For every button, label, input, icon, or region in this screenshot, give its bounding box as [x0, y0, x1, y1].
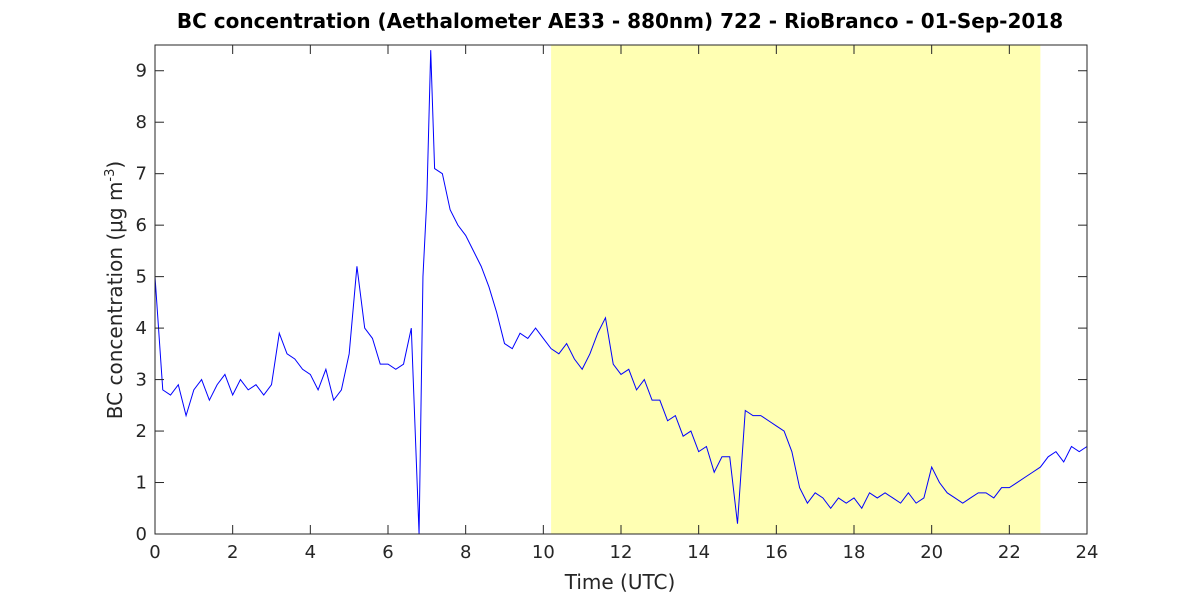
x-tick-label: 6 — [382, 542, 393, 563]
x-tick-label: 18 — [843, 542, 866, 563]
y-axis-label: BC concentration (μg m-3) — [103, 161, 127, 419]
y-tick-label: 0 — [136, 524, 147, 545]
y-tick-label: 9 — [136, 61, 147, 82]
x-tick-label: 16 — [765, 542, 788, 563]
x-axis-label: Time (UTC) — [564, 570, 676, 594]
data-line — [154, 50, 1088, 535]
y-tick-label: 1 — [136, 473, 147, 494]
x-tick-label: 14 — [687, 542, 710, 563]
x-tick-label: 0 — [149, 542, 160, 563]
y-tick-label: 5 — [136, 267, 147, 288]
y-tick-label: 6 — [136, 215, 147, 236]
x-tick-label: 8 — [460, 542, 471, 563]
x-tick-label: 22 — [998, 542, 1021, 563]
x-tick-label: 2 — [227, 542, 238, 563]
y-label-main: BC concentration (μg m — [103, 182, 127, 420]
y-label-sup: -3 — [103, 169, 118, 182]
x-tick-label: 12 — [610, 542, 633, 563]
y-label-end: ) — [103, 161, 127, 169]
x-tick-label: 10 — [532, 542, 555, 563]
x-tick-label: 24 — [1076, 542, 1099, 563]
y-tick-label: 3 — [136, 370, 147, 391]
y-tick-label: 8 — [136, 112, 147, 133]
x-tick-label: 4 — [305, 542, 316, 563]
y-tick-label: 7 — [136, 164, 147, 185]
chart-title: BC concentration (Aethalometer AE33 - 88… — [177, 9, 1063, 33]
x-tick-label: 20 — [920, 542, 943, 563]
y-tick-label: 2 — [136, 421, 147, 442]
daylight-band — [551, 45, 1041, 534]
y-tick-label: 4 — [136, 318, 147, 339]
